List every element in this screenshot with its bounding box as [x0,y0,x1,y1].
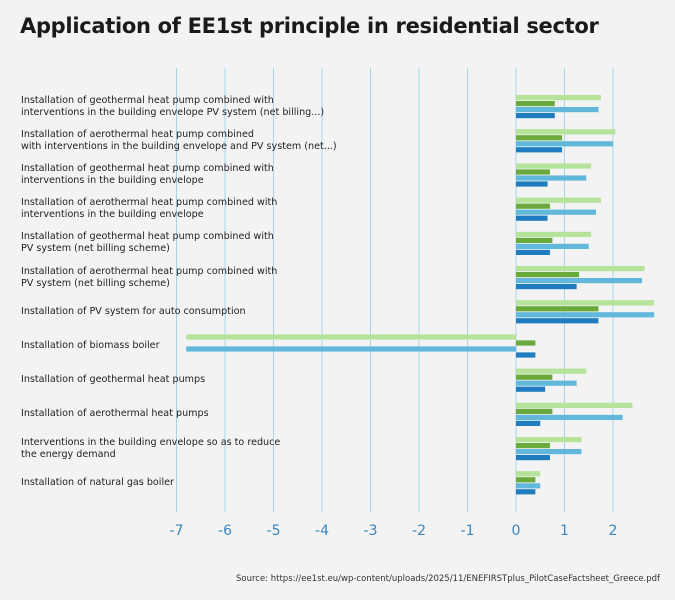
bar-4-cat-8 [516,352,536,358]
x-tick-label: -5 [267,523,281,539]
category-label: Installation of aerothermal heat pumps [21,408,351,420]
category-label-line: the energy demand [21,448,116,460]
bar-4-cat-11 [516,455,550,461]
bar-4-cat-12 [516,489,536,495]
category-label-line: PV system (net billing scheme) [21,243,170,255]
bar-4-cat-7 [516,318,599,324]
bar-4-cat-3 [516,181,548,187]
category-label-line: Installation of aerothermal heat pump co… [21,197,278,209]
bar-1-cat-9 [516,368,587,374]
bar-4-cat-10 [516,420,541,426]
chart-title: Application of EE1st principle in reside… [20,14,599,38]
bar-1-cat-2 [516,129,616,135]
category-label: Installation of geothermal heat pump com… [21,163,351,187]
category-label: Installation of aerothermal heat pump co… [21,129,351,153]
bar-1-cat-11 [516,437,582,443]
category-label-line: interventions in the building envelope [21,209,204,221]
x-tick-label: -6 [218,523,232,539]
category-label-line: Installation of aerothermal heat pump co… [21,265,278,277]
bar-3-cat-8 [186,346,516,352]
bar-2-cat-1 [516,101,555,107]
category-label: Interventions in the building envelope s… [21,437,351,461]
category-label-line: Installation of geothermal heat pump com… [21,94,274,106]
category-label: Installation of geothermal heat pumps [21,374,351,386]
bar-2-cat-2 [516,135,563,141]
bar-4-cat-1 [516,113,555,119]
x-tick-label: -1 [461,523,475,539]
bar-1-cat-8 [186,334,516,340]
bar-4-cat-2 [516,147,563,153]
bar-3-cat-2 [516,141,613,147]
bar-2-cat-12 [516,477,536,483]
bar-3-cat-5 [516,243,589,249]
x-tick-label: 0 [512,523,521,539]
bar-1-cat-10 [516,402,633,408]
category-label: Installation of geothermal heat pump com… [21,95,351,119]
category-label: Installation of aerothermal heat pump co… [21,197,351,221]
category-label: Installation of aerothermal heat pump co… [21,266,351,290]
bar-2-cat-5 [516,237,553,243]
x-tick-label: -2 [412,523,426,539]
category-label-line: Installation of natural gas boiler [21,476,174,488]
x-axis-ticks: -7 -6 -5 -4 -3 -2 -1 0 1 2 [170,523,618,539]
category-label: Installation of biomass boiler [21,340,351,352]
x-tick-label: -3 [364,523,378,539]
bar-3-cat-1 [516,107,599,113]
bar-1-cat-7 [516,300,655,306]
bar-2-cat-9 [516,374,553,380]
source-note: Source: https://ee1st.eu/wp-content/uplo… [235,574,660,584]
category-label-line: PV system (net billing scheme) [21,277,170,289]
bar-1-cat-6 [516,266,645,272]
bar-4-cat-5 [516,249,550,255]
bar-3-cat-12 [516,483,541,489]
x-tick-label: 1 [560,523,569,539]
category-label-line: with interventions in the building envel… [21,140,337,152]
bar-4-cat-6 [516,284,577,290]
bar-3-cat-11 [516,449,582,455]
category-label-line: Installation of biomass boiler [21,339,160,351]
bar-1-cat-1 [516,95,601,101]
category-label-line: Installation of PV system for auto consu… [21,305,246,317]
bar-1-cat-5 [516,231,592,237]
x-tick-label: -7 [170,523,184,539]
x-tick-label: -4 [315,523,329,539]
bars [186,95,655,495]
bar-1-cat-3 [516,163,592,169]
category-label: Installation of PV system for auto consu… [21,306,351,318]
category-label: Installation of natural gas boiler [21,477,351,489]
bar-3-cat-3 [516,175,587,181]
bar-4-cat-9 [516,386,546,392]
category-label-line: Installation of geothermal heat pumps [21,374,206,386]
bar-2-cat-7 [516,306,599,312]
bar-2-cat-11 [516,443,550,449]
bar-2-cat-6 [516,272,580,278]
bar-2-cat-8 [516,340,536,346]
category-label-line: Interventions in the building envelope s… [21,436,281,448]
bar-1-cat-4 [516,197,601,203]
category-label-line: Installation of aerothermal heat pump co… [21,128,254,140]
category-label-line: Installation of geothermal heat pump com… [21,162,274,174]
bar-3-cat-10 [516,414,623,420]
category-label-line: interventions in the building envelope P… [21,106,325,118]
category-label-line: Installation of geothermal heat pump com… [21,231,274,243]
bar-3-cat-6 [516,278,643,284]
category-label-line: interventions in the building envelope [21,174,204,186]
bar-2-cat-3 [516,169,550,175]
bar-3-cat-7 [516,312,655,318]
bar-2-cat-10 [516,408,553,414]
x-tick-label: 2 [609,523,618,539]
bar-1-cat-12 [516,471,541,477]
category-label-line: Installation of aerothermal heat pumps [21,408,209,420]
bar-3-cat-9 [516,380,577,386]
bar-2-cat-4 [516,203,550,209]
bar-4-cat-4 [516,215,548,221]
category-label: Installation of geothermal heat pump com… [21,231,351,255]
bar-3-cat-4 [516,209,597,215]
